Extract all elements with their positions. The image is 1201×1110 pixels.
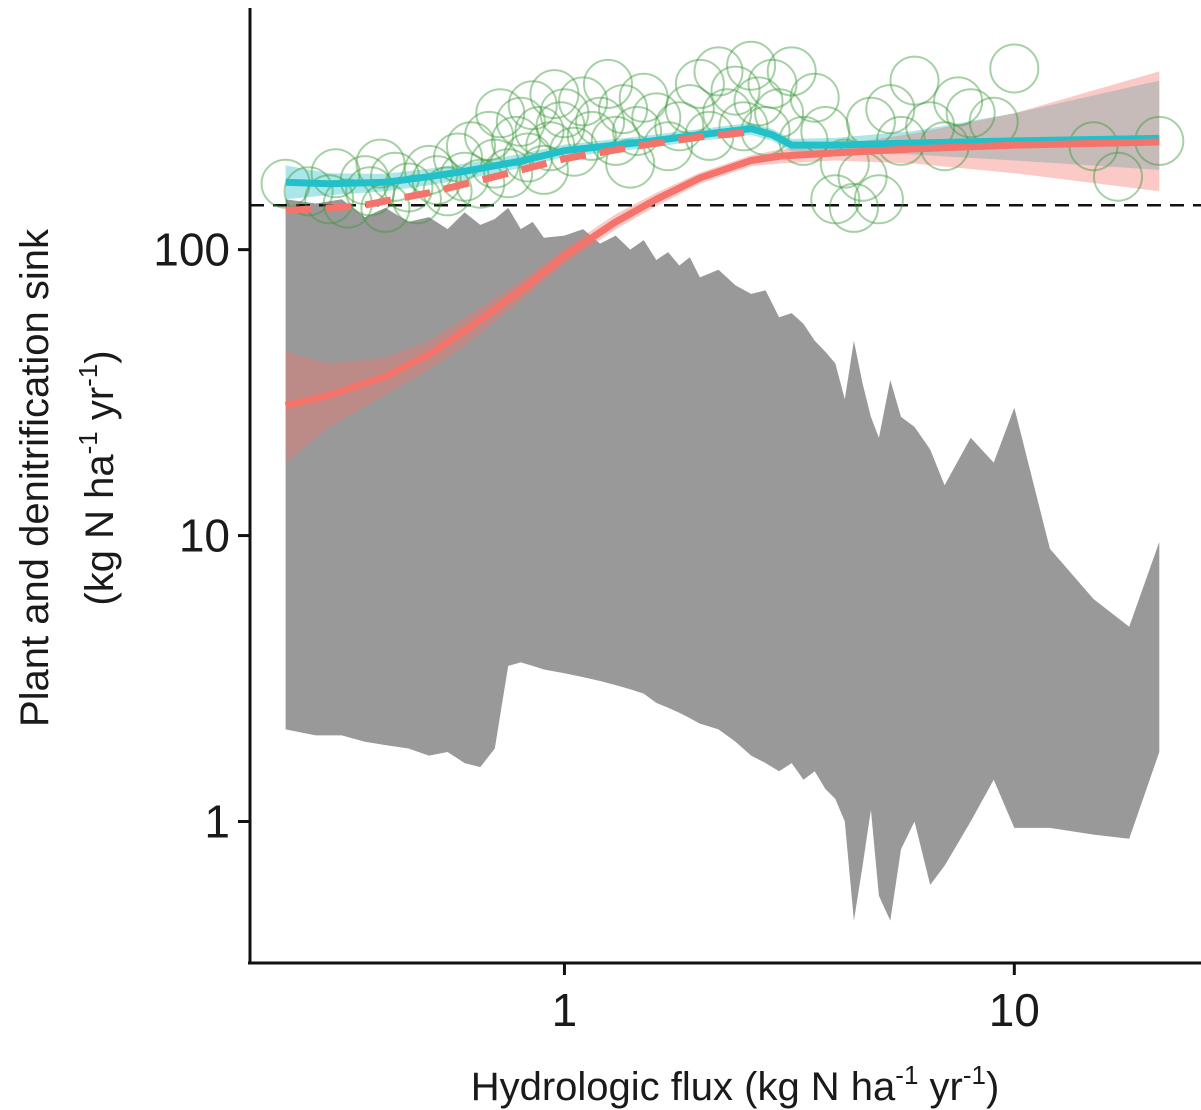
data-point: [310, 148, 361, 199]
data-point: [718, 101, 769, 152]
data-point: [558, 76, 609, 127]
data-point: [495, 96, 546, 147]
data-point: [828, 182, 879, 233]
data-point: [1093, 151, 1143, 202]
data-point: [355, 138, 406, 189]
data-point: [503, 132, 553, 183]
data-point: [507, 80, 558, 131]
data-point: [433, 132, 483, 183]
data-point: [566, 110, 617, 161]
y-axis-title-line2: (kg N ha-1 yr-1): [73, 350, 122, 605]
data-point: [529, 69, 580, 120]
data-point: [819, 138, 870, 189]
data-point: [766, 46, 817, 97]
data-point: [464, 110, 515, 161]
data-point: [483, 148, 534, 199]
data-point: [853, 174, 904, 225]
data-point: [810, 174, 861, 225]
data-point: [475, 88, 526, 139]
cyan-solid-trend-line: [285, 125, 1160, 188]
ticks: 1 10 1 10 100: [153, 224, 1040, 1036]
x-tick-label: 1: [552, 984, 578, 1036]
data-point: [654, 101, 705, 152]
y-axis-title-line1: Plant and denitrification sink: [13, 228, 57, 727]
data-point: [283, 166, 334, 217]
red-dashed-trend-line: [285, 128, 752, 214]
data-point: [889, 55, 940, 106]
data-point: [518, 144, 569, 195]
trend-line-layer: [284, 125, 1160, 409]
data-point: [693, 46, 744, 97]
data-point: [304, 174, 355, 225]
data-point: [945, 88, 996, 139]
data-point: [789, 72, 840, 123]
data-point: [747, 58, 798, 109]
data-point: [605, 138, 656, 189]
data-point: [726, 40, 777, 91]
data-point: [539, 88, 590, 139]
red-confidence-band: [285, 71, 1160, 463]
data-point: [598, 84, 649, 135]
axes: [248, 8, 1201, 965]
data-point: [710, 65, 761, 116]
y-tick-label: 10: [179, 510, 230, 562]
cyan-confidence-band: [285, 80, 1160, 200]
y-tick-label: 100: [153, 224, 230, 276]
data-point: [612, 106, 662, 156]
gray-envelope-layer: [285, 199, 1160, 921]
x-axis-title: Hydrologic flux (kg N ha-1 yr-1): [471, 1060, 1000, 1109]
data-point: [383, 162, 434, 213]
data-point: [345, 166, 396, 217]
gray-envelope-area: [285, 199, 1160, 921]
data-point: [933, 76, 984, 127]
x-tick-label: 10: [989, 984, 1040, 1036]
confidence-band-layer: [285, 71, 1160, 463]
data-point: [865, 84, 916, 135]
y-tick-label: 1: [204, 796, 230, 848]
data-point: [733, 76, 784, 127]
data-point: [583, 58, 633, 109]
data-point: [989, 43, 1040, 94]
data-point: [618, 72, 669, 123]
y-axis-title: Plant and denitrification sink (kg N ha-…: [13, 228, 122, 727]
red-solid-trend-line: [284, 138, 1160, 409]
data-point: [674, 58, 725, 109]
